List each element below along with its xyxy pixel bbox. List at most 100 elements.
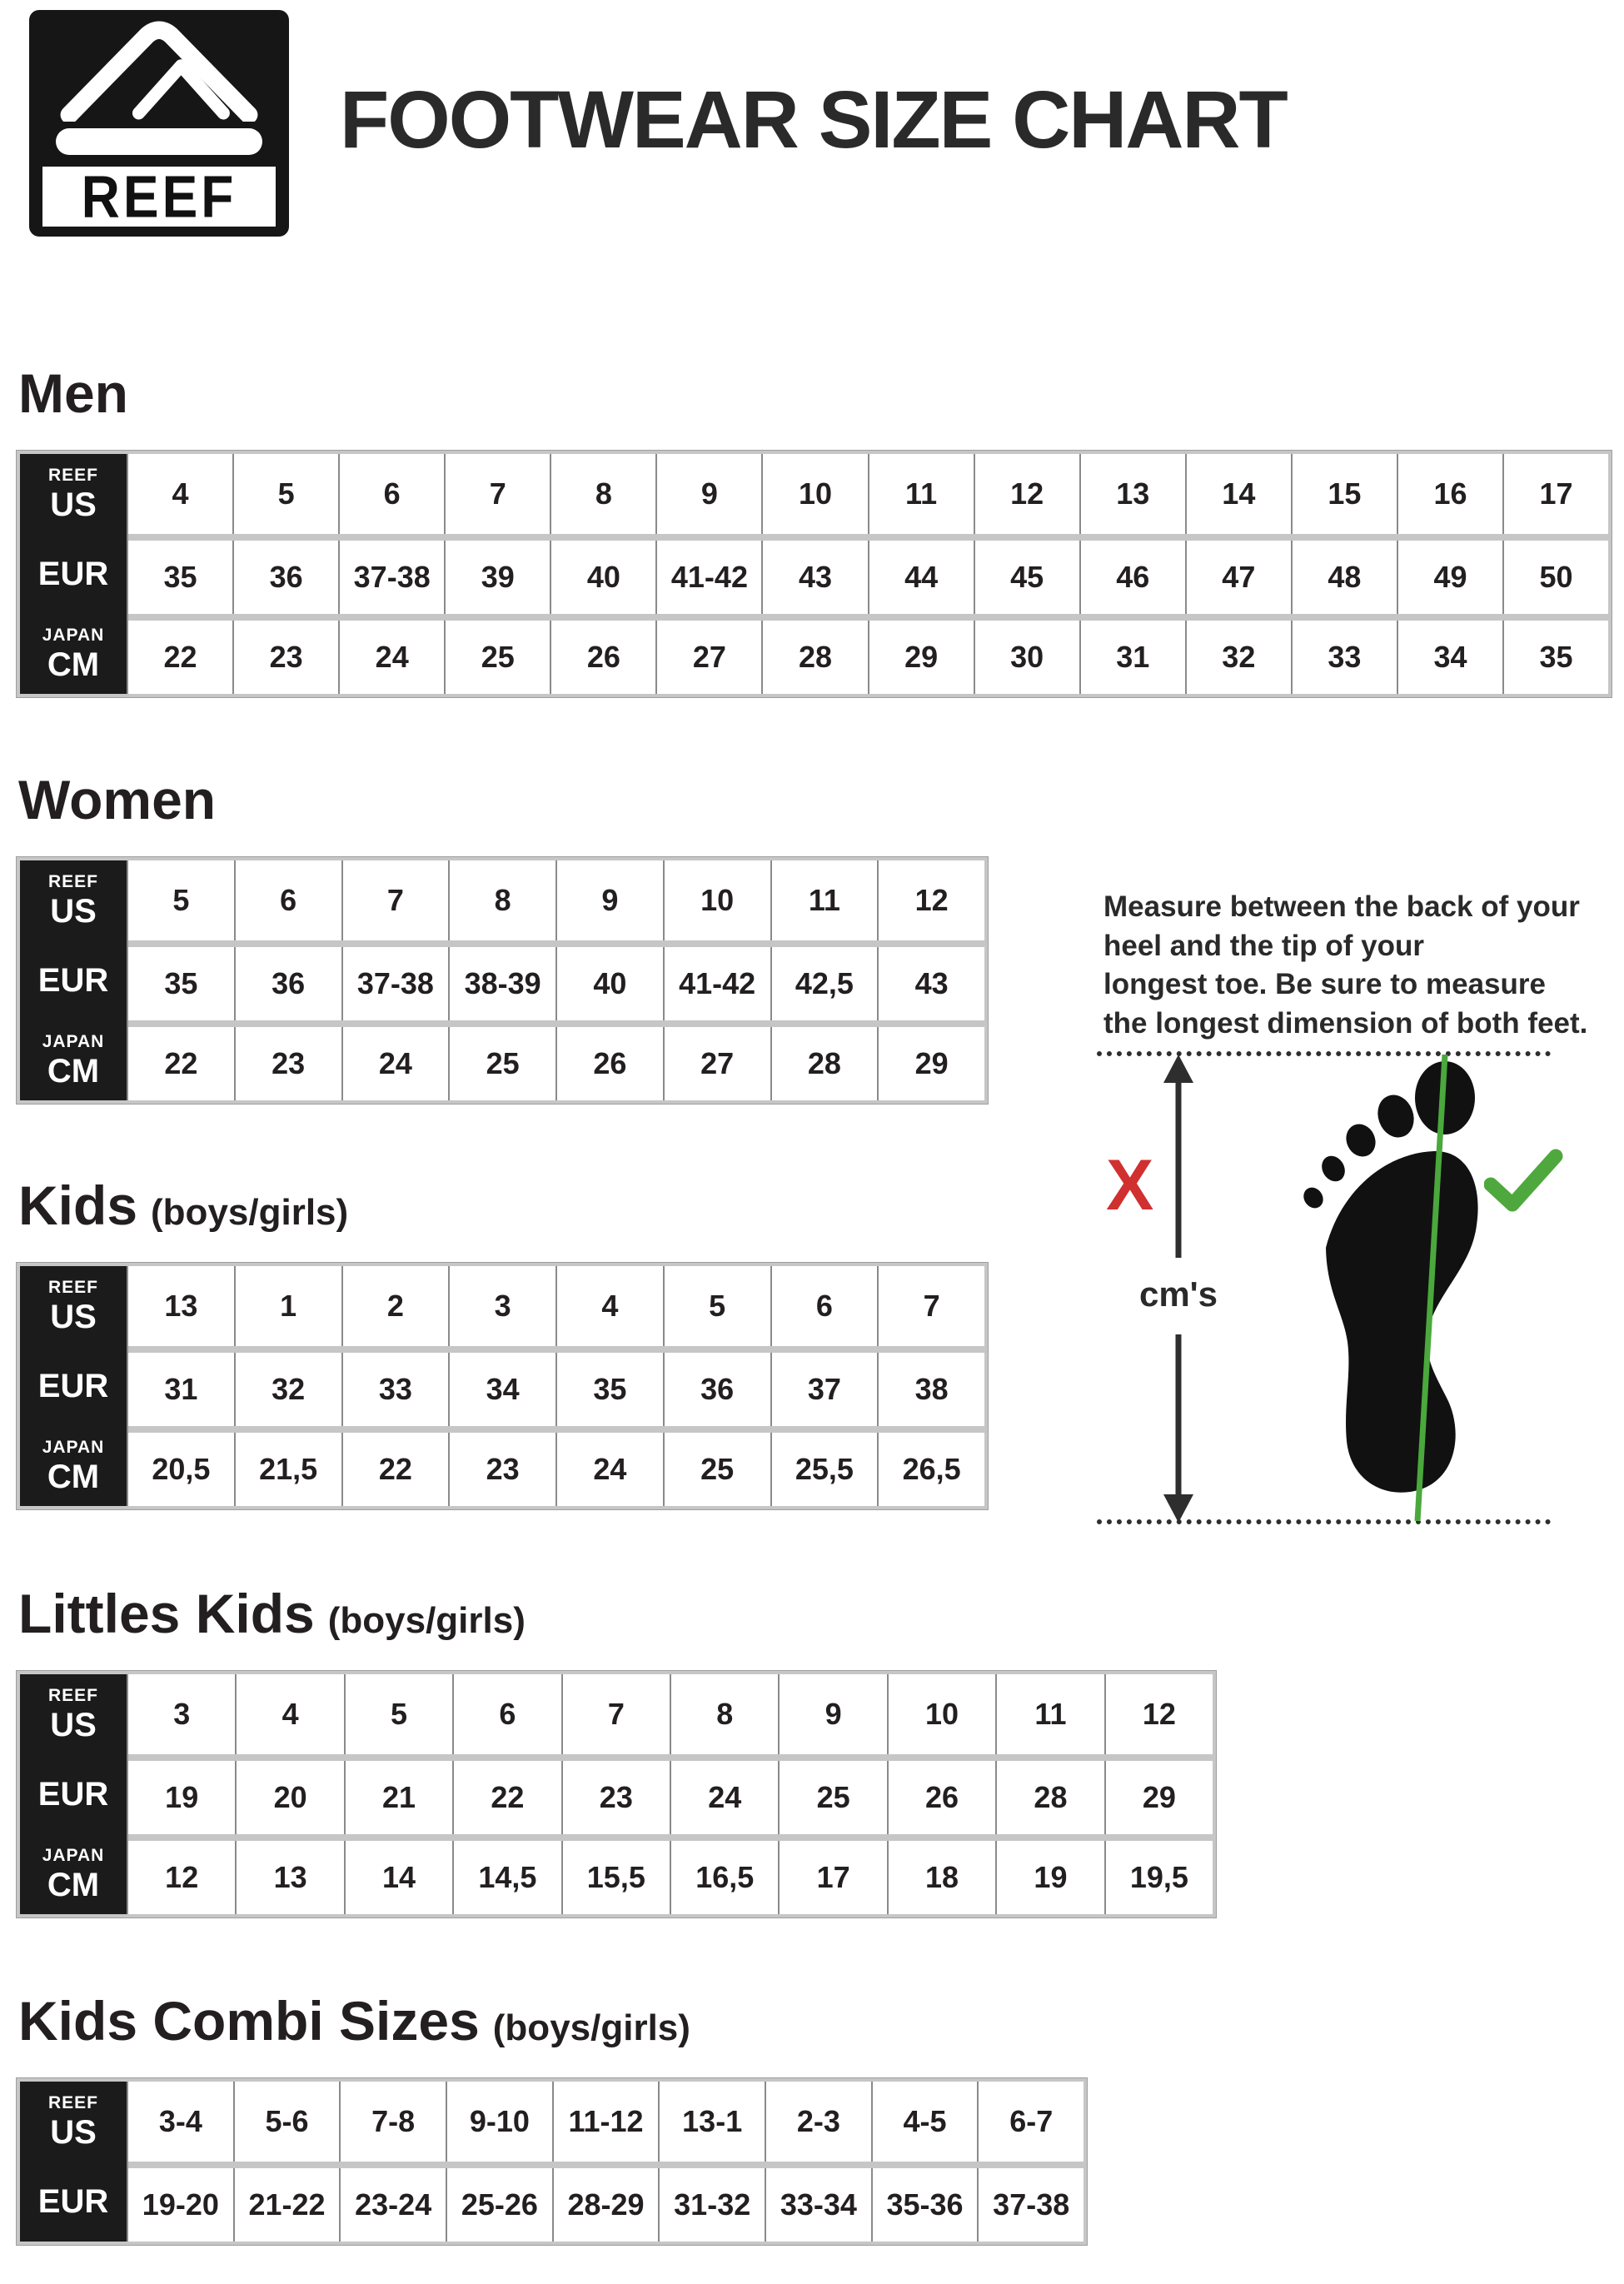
size-cell: 19 — [165, 1780, 199, 1815]
size-row-eur: 31 32 33 34 35 36 37 38 — [128, 1346, 984, 1427]
size-cell: 41-42 — [662, 947, 770, 1021]
size-cell: 6 — [233, 860, 341, 941]
row-header-label: EUR — [37, 556, 109, 593]
size-cell: 9 — [555, 860, 663, 941]
size-cell: 26 — [550, 621, 655, 695]
table-data-column: 4 5 6 7 8 9 10 11 12 13 14 15 16 17 35 36 37-38 39 40 41-42… — [127, 454, 1608, 695]
size-cell: 6 — [770, 1266, 878, 1347]
size-row-cm: 22 23 24 25 26 27 28 29 — [128, 1020, 984, 1101]
size-cell: 12 — [973, 454, 1079, 535]
size-cell: 25,5 — [770, 1433, 878, 1507]
size-cell: 33-34 — [765, 2168, 871, 2242]
row-header-label: US — [50, 2114, 97, 2152]
section-subtitle: (boys/girls) — [492, 2007, 690, 2048]
row-header-small-label: JAPAN — [42, 1438, 105, 1458]
section-title-text: Women — [18, 769, 217, 830]
size-cell: 43 — [761, 541, 867, 615]
size-cell: 15,5 — [560, 1841, 670, 1915]
size-row-cm: 12 13 14 14,5 15,5 16,5 17 18 19 19,5 — [128, 1834, 1213, 1915]
row-header-us: REEF US — [20, 1674, 127, 1754]
size-cell: 24 — [341, 1027, 449, 1101]
row-header-label: CM — [47, 1053, 100, 1090]
row-header-label: CM — [47, 1867, 100, 1904]
reef-mountain-icon — [60, 21, 258, 122]
row-header-us: REEF US — [20, 860, 127, 940]
section-title: Women — [18, 769, 988, 830]
table-data-column: 5 6 7 8 9 10 11 12 35 36 37-38 38-39 40 41-42 42,5 43 22… — [127, 860, 984, 1101]
men-size-table: REEF US EUR JAPAN CM 4 5 6 7 8 9 10 11 12 13 14 15 16 17 35… — [17, 451, 1612, 698]
size-cell: 4 — [555, 1266, 663, 1347]
section-subtitle: (boys/girls) — [327, 1600, 526, 1641]
size-cell: 15 — [1290, 454, 1397, 535]
size-cell: 5 — [662, 1266, 770, 1347]
row-header-cm: JAPAN CM — [20, 1426, 127, 1506]
size-cell: 21 — [343, 1761, 452, 1835]
size-cell: 12 — [1103, 1674, 1213, 1755]
size-cell: 19,5 — [1103, 1841, 1213, 1915]
row-header-label: US — [50, 893, 97, 930]
row-header-small-label: REEF — [47, 872, 98, 892]
logo-textbox: REEF — [42, 163, 276, 230]
size-cell: 23 — [232, 621, 338, 695]
size-cell: 11 — [867, 454, 974, 535]
size-cell: 30 — [973, 621, 1079, 695]
size-cell: 47 — [1184, 541, 1291, 615]
size-cell: 24 — [670, 1761, 778, 1835]
size-cell: 5 — [343, 1674, 452, 1755]
size-cell: 29 — [877, 1027, 984, 1101]
row-header-label: EUR — [37, 962, 109, 1000]
size-cell: 34 — [448, 1353, 555, 1427]
row-header-eur: EUR — [20, 1346, 127, 1426]
size-cell: 27 — [655, 621, 761, 695]
size-cell: 12 — [165, 1860, 199, 1895]
size-cell: 13 — [164, 1289, 198, 1324]
size-cell: 9 — [778, 1674, 886, 1755]
row-header-cm: JAPAN CM — [20, 1834, 127, 1914]
page-title: FOOTWEAR SIZE CHART — [340, 74, 1288, 165]
size-cell: 43 — [877, 947, 984, 1021]
size-cell: 7 — [341, 860, 449, 941]
section-title: Kids Combi Sizes (boys/girls) — [18, 1992, 1087, 2050]
logo-bar — [56, 128, 262, 155]
size-cell: 28 — [761, 621, 867, 695]
size-cell: 19 — [995, 1841, 1103, 1915]
size-cell: 36 — [662, 1353, 770, 1427]
size-cell: 37 — [770, 1353, 878, 1427]
size-cell: 11 — [770, 860, 878, 941]
size-cell: 26 — [886, 1761, 995, 1835]
littles-kids-size-table: REEF US EUR JAPAN CM 3 4 5 6 7 8 9 10 11 12 19 20 21 22 23 2… — [17, 1671, 1216, 1918]
size-cell: 5 — [232, 454, 338, 535]
size-cell: 23-24 — [339, 2168, 446, 2242]
size-cell: 23 — [560, 1761, 670, 1835]
size-cell: 35 — [164, 966, 198, 1001]
size-cell: 31 — [1079, 621, 1185, 695]
section-littles-kids: Littles Kids (boys/girls) REEF US EUR JAPAN C… — [17, 1584, 1216, 1918]
table-data-column: 3 4 5 6 7 8 9 10 11 12 19 20 21 22 23 24 25 26 28 29 12 13 14 1… — [127, 1674, 1213, 1915]
size-cell: 48 — [1290, 541, 1397, 615]
section-title-text: Kids — [18, 1174, 138, 1236]
size-cell: 27 — [662, 1027, 770, 1101]
size-cell: 28 — [770, 1027, 878, 1101]
size-cell: 37-38 — [338, 541, 444, 615]
size-cell: 25 — [662, 1433, 770, 1507]
size-cell: 10 — [761, 454, 867, 535]
size-cell: 24 — [338, 621, 444, 695]
row-header-small-label: REEF — [47, 466, 98, 486]
size-cell: 6-7 — [977, 2082, 1083, 2162]
row-header-eur: EUR — [20, 1754, 127, 1834]
size-cell: 8 — [670, 1674, 778, 1755]
row-header-small-label: JAPAN — [42, 1032, 105, 1052]
size-cell: 22 — [452, 1761, 560, 1835]
row-header-eur: EUR — [20, 2162, 127, 2242]
size-cell: 10 — [662, 860, 770, 941]
size-cell: 25 — [444, 621, 550, 695]
size-cell: 13 — [235, 1841, 343, 1915]
size-cell: 35 — [555, 1353, 663, 1427]
size-row-eur: 19-20 21-22 23-24 25-26 28-29 31-32 33-34 35-36… — [128, 2162, 1083, 2242]
size-cell: 3 — [173, 1697, 191, 1732]
size-cell: 33 — [341, 1353, 449, 1427]
size-cell: 4-5 — [870, 2082, 978, 2162]
size-cell: 6 — [452, 1674, 560, 1755]
size-cell: 22 — [163, 640, 197, 675]
size-cell: 26 — [555, 1027, 663, 1101]
